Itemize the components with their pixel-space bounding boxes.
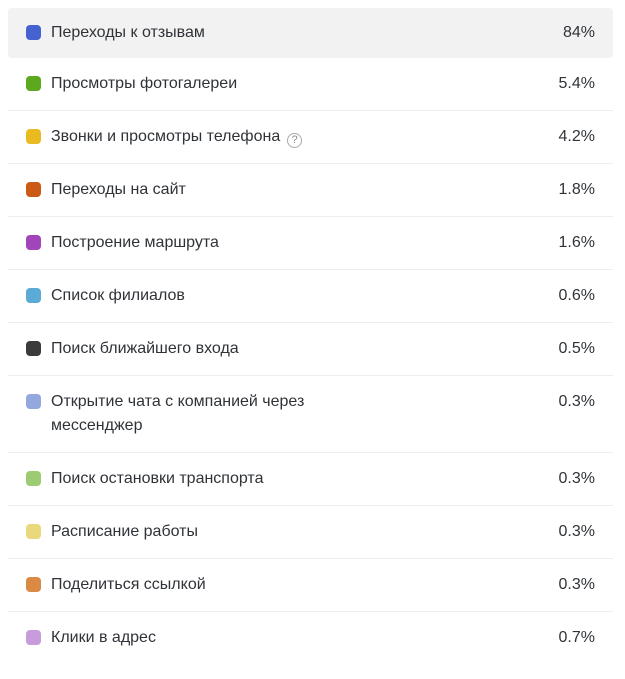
color-swatch	[26, 524, 41, 539]
legend-value: 0.3%	[558, 523, 595, 540]
legend-row-nearest-entrance[interactable]: Поиск ближайшего входа 0.5%	[8, 322, 613, 375]
legend-row-branch-list[interactable]: Список филиалов 0.6%	[8, 269, 613, 322]
legend-label: Расписание работы	[51, 523, 198, 540]
legend-label: Построение маршрута	[51, 234, 219, 251]
legend-value: 0.5%	[558, 340, 595, 357]
user-actions-legend-panel: Переходы к отзывам 84% Просмотры фотогал…	[8, 8, 613, 664]
color-swatch	[26, 129, 41, 144]
legend-value: 0.3%	[558, 470, 595, 487]
legend-value: 1.6%	[558, 234, 595, 251]
legend-label: Переходы к отзывам	[51, 24, 205, 41]
legend-value: 0.3%	[558, 393, 595, 410]
legend-value: 1.8%	[558, 181, 595, 198]
color-swatch	[26, 341, 41, 356]
legend-label: Переходы на сайт	[51, 181, 186, 198]
legend-label: Звонки и просмотры телефона?	[51, 125, 303, 149]
legend-label: Поиск ближайшего входа	[51, 340, 239, 357]
color-swatch	[26, 182, 41, 197]
legend-row-address-clicks[interactable]: Клики в адрес 0.7%	[8, 611, 613, 664]
legend-row-site-visits[interactable]: Переходы на сайт 1.8%	[8, 163, 613, 216]
legend-value: 84%	[562, 24, 595, 41]
legend-label: Просмотры фотогалереи	[51, 75, 238, 92]
legend-label: Открытие чата с компанией через мессендж…	[51, 393, 305, 434]
legend-row-calls-phone-views[interactable]: Звонки и просмотры телефона? 4.2%	[8, 110, 613, 163]
legend-label: Клики в адрес	[51, 629, 156, 646]
legend-label: Поиск остановки транспорта	[51, 470, 264, 487]
legend-row-transport-stop[interactable]: Поиск остановки транспорта 0.3%	[8, 452, 613, 505]
color-swatch	[26, 577, 41, 592]
legend-row-share-link[interactable]: Поделиться ссылкой 0.3%	[8, 558, 613, 611]
color-swatch	[26, 288, 41, 303]
color-swatch	[26, 630, 41, 645]
help-icon[interactable]: ?	[287, 133, 303, 148]
legend-label: Список филиалов	[51, 287, 185, 304]
legend-label: Поделиться ссылкой	[51, 576, 206, 593]
color-swatch	[26, 76, 41, 91]
legend-row-route-building[interactable]: Построение маршрута 1.6%	[8, 216, 613, 269]
color-swatch	[26, 235, 41, 250]
legend-row-messenger-chat[interactable]: Открытие чата с компанией через мессендж…	[8, 375, 613, 452]
legend-value: 0.7%	[558, 629, 595, 646]
legend-row-photo-gallery[interactable]: Просмотры фотогалереи 5.4%	[8, 58, 613, 110]
color-swatch	[26, 25, 41, 40]
color-swatch	[26, 394, 41, 409]
legend-row-work-schedule[interactable]: Расписание работы 0.3%	[8, 505, 613, 558]
legend-value: 0.3%	[558, 576, 595, 593]
color-swatch	[26, 471, 41, 486]
legend-value: 4.2%	[558, 128, 595, 145]
legend-value: 0.6%	[558, 287, 595, 304]
legend-row-reviews[interactable]: Переходы к отзывам 84%	[8, 8, 613, 58]
legend-value: 5.4%	[558, 75, 595, 92]
